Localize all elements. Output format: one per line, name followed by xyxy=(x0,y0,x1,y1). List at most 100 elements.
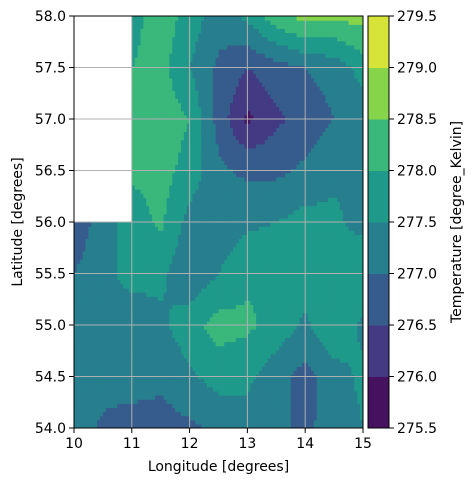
contour-cell xyxy=(348,242,353,248)
contour-cell xyxy=(131,366,136,371)
contour-cell xyxy=(253,308,257,314)
contour-cell xyxy=(108,292,113,297)
contour-cell xyxy=(250,296,254,301)
contour-cell xyxy=(351,370,355,376)
contour-cell xyxy=(178,419,182,425)
contour-cell xyxy=(111,254,116,260)
contour-cell xyxy=(183,259,188,264)
contour-cell xyxy=(97,320,101,326)
contour-cell xyxy=(149,242,153,248)
contour-cell xyxy=(238,296,243,301)
contour-cell xyxy=(258,254,263,260)
contour-cell xyxy=(82,238,87,244)
contour-cell xyxy=(253,403,257,408)
contour-cell xyxy=(140,304,144,310)
contour-cell xyxy=(143,329,147,334)
contour-cell xyxy=(218,390,222,396)
contour-cell xyxy=(238,267,243,273)
contour-field xyxy=(74,16,363,428)
contour-cell xyxy=(221,333,225,338)
contour-cell xyxy=(157,275,162,281)
contour-cell xyxy=(232,353,237,359)
contour-cell xyxy=(102,415,107,421)
contour-cell xyxy=(212,423,217,428)
contour-cell xyxy=(209,259,214,264)
contour-cell xyxy=(143,337,147,343)
contour-cell xyxy=(270,333,275,338)
contour-cell xyxy=(201,419,205,425)
contour-cell xyxy=(284,366,289,371)
contour-cell xyxy=(134,308,139,314)
contour-cell xyxy=(88,382,92,388)
contour-cell xyxy=(143,423,147,428)
contour-cell xyxy=(94,366,98,371)
contour-cell xyxy=(319,304,324,310)
contour-cell xyxy=(169,316,173,322)
contour-cell xyxy=(123,362,127,367)
contour-cell xyxy=(178,275,182,281)
contour-cell xyxy=(336,300,341,305)
contour-cell xyxy=(348,287,353,293)
contour-cell xyxy=(166,378,170,384)
contour-cell xyxy=(328,267,332,273)
contour-cell xyxy=(235,308,240,314)
contour-cell xyxy=(102,329,107,334)
contour-cell xyxy=(276,263,280,268)
contour-cell xyxy=(172,230,176,235)
contour-cell xyxy=(189,341,194,347)
contour-cell xyxy=(123,304,127,310)
contour-cell xyxy=(154,234,159,240)
contour-cell xyxy=(126,300,130,305)
contour-cell xyxy=(253,320,257,326)
contour-cell xyxy=(192,411,196,417)
contour-cell xyxy=(357,411,361,417)
contour-cell xyxy=(102,296,107,301)
contour-cell xyxy=(100,366,104,371)
contour-cell xyxy=(227,283,231,289)
contour-cell xyxy=(85,325,90,330)
contour-cell xyxy=(325,308,329,314)
contour-cell xyxy=(209,366,214,371)
contour-cell xyxy=(157,296,162,301)
contour-cell xyxy=(146,308,150,314)
contour-cell xyxy=(258,230,263,235)
contour-cell xyxy=(120,279,124,285)
contour-cell xyxy=(128,308,133,314)
contour-cell xyxy=(218,337,222,343)
contour-cell xyxy=(175,423,179,428)
contour-cell xyxy=(351,308,355,314)
contour-cell xyxy=(331,234,335,240)
contour-cell xyxy=(296,254,301,260)
contour-cell xyxy=(287,226,292,231)
contour-cell xyxy=(256,329,260,334)
contour-cell xyxy=(316,329,321,334)
contour-cell xyxy=(180,399,185,404)
contour-cell xyxy=(94,283,98,289)
contour-cell xyxy=(264,226,269,231)
contour-cell xyxy=(180,419,185,425)
contour-cell xyxy=(267,254,272,260)
contour-cell xyxy=(224,312,228,318)
contour-cell xyxy=(120,246,124,252)
contour-cell xyxy=(325,230,329,235)
contour-cell xyxy=(336,259,341,264)
contour-cell xyxy=(189,230,194,235)
contour-cell xyxy=(302,333,306,338)
contour-cell xyxy=(322,246,327,252)
contour-cell xyxy=(351,246,355,252)
contour-cell xyxy=(126,246,130,252)
contour-cell xyxy=(128,263,133,268)
contour-cell xyxy=(305,423,309,428)
contour-cell xyxy=(357,246,361,252)
contour-cell xyxy=(325,341,329,347)
contour-cell xyxy=(183,353,188,359)
contour-cell xyxy=(178,395,182,400)
contour-cell xyxy=(180,292,185,297)
contour-cell xyxy=(322,353,327,359)
contour-cell xyxy=(126,287,130,293)
contour-cell xyxy=(175,419,179,425)
contour-cell xyxy=(276,345,280,351)
contour-cell xyxy=(299,275,303,281)
contour-cell xyxy=(88,333,92,338)
contour-cell xyxy=(169,279,173,285)
